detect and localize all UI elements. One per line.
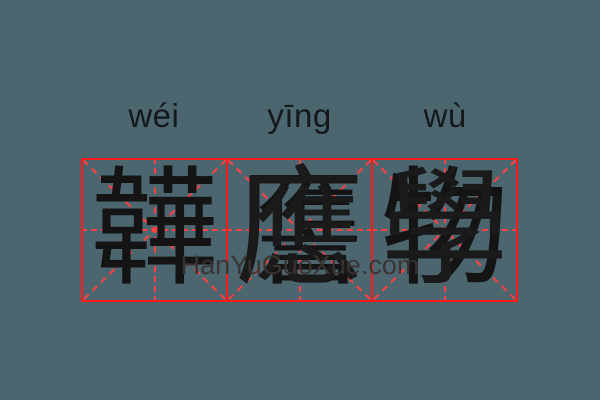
mizige-grid: 韡 譍 應 <box>81 158 518 302</box>
pinyin-cell-1: wéi <box>81 92 227 138</box>
glyph-layer-1: 韡 <box>83 160 226 300</box>
character-glyph-2: 譍 <box>235 160 364 300</box>
character-glyph-overlay-2: 應 <box>235 160 364 300</box>
grid-cell-1[interactable]: 韡 <box>83 160 228 300</box>
grid-cell-3[interactable]: 物 學 <box>373 160 516 300</box>
pinyin-label-3: wù <box>423 96 467 134</box>
character-glyph-overlay-3: 學 <box>380 160 509 300</box>
pinyin-row: wéi yīng wù <box>81 92 518 138</box>
glyph-layer-2: 譍 應 <box>228 160 371 300</box>
pinyin-label-2: yīng <box>267 96 332 134</box>
pinyin-cell-3: wù <box>372 92 518 138</box>
pinyin-label-1: wéi <box>128 96 180 134</box>
character-glyph-3: 物 <box>380 160 509 300</box>
pinyin-cell-2: yīng <box>227 92 373 138</box>
character-glyph-1: 韡 <box>90 160 219 300</box>
grid-cell-2[interactable]: 譍 應 <box>228 160 373 300</box>
glyph-layer-3: 物 學 <box>373 160 516 300</box>
